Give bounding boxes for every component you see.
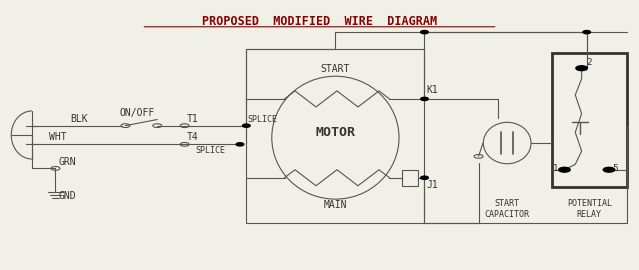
- Circle shape: [576, 66, 587, 70]
- Bar: [246, 49, 424, 223]
- Text: GND: GND: [59, 191, 76, 201]
- Bar: [551, 53, 627, 187]
- Circle shape: [583, 31, 590, 34]
- Circle shape: [420, 176, 428, 179]
- Text: MAIN: MAIN: [324, 200, 347, 211]
- Circle shape: [558, 167, 570, 172]
- Text: K1: K1: [426, 85, 438, 96]
- Text: WHT: WHT: [49, 133, 66, 143]
- Text: POTENTIAL
RELAY: POTENTIAL RELAY: [567, 199, 612, 218]
- Text: 5: 5: [612, 164, 618, 173]
- Text: T4: T4: [187, 133, 198, 143]
- Bar: [402, 170, 418, 186]
- Circle shape: [603, 167, 615, 172]
- Circle shape: [243, 124, 250, 127]
- Text: GRN: GRN: [59, 157, 76, 167]
- Text: SPLICE: SPLICE: [196, 146, 226, 155]
- Text: SPLICE: SPLICE: [247, 115, 277, 124]
- Circle shape: [420, 31, 428, 34]
- Text: 1: 1: [553, 164, 558, 173]
- Text: ON/OFF: ON/OFF: [119, 108, 155, 118]
- Text: START: START: [321, 63, 350, 73]
- Text: BLK: BLK: [70, 114, 88, 124]
- Text: START
CAPACITOR: START CAPACITOR: [485, 199, 530, 218]
- Text: J1: J1: [426, 180, 438, 190]
- Text: T1: T1: [187, 114, 198, 124]
- Circle shape: [420, 97, 428, 100]
- Text: PROPOSED  MODIFIED  WIRE  DIAGRAM: PROPOSED MODIFIED WIRE DIAGRAM: [202, 15, 437, 28]
- Circle shape: [236, 143, 244, 146]
- Text: MOTOR: MOTOR: [316, 126, 355, 139]
- Text: 2: 2: [587, 58, 592, 67]
